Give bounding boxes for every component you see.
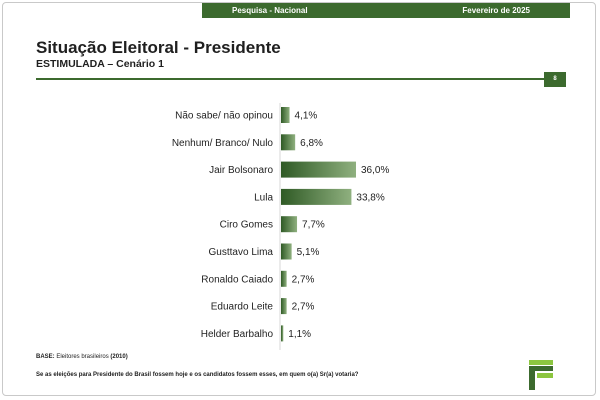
bar <box>281 161 356 178</box>
category-label: Lula <box>254 192 273 203</box>
title-divider <box>36 78 544 80</box>
data-label: 6,8% <box>300 138 323 149</box>
base-label: BASE: <box>36 354 55 360</box>
brand-logo-icon <box>529 360 553 390</box>
data-label: 7,7% <box>302 220 325 231</box>
bar <box>281 270 287 287</box>
header-date-label: Fevereiro de 2025 <box>462 6 530 15</box>
data-label: 4,1% <box>295 111 318 122</box>
bar <box>281 243 292 260</box>
header-bar: Pesquisa - Nacional Fevereiro de 2025 <box>202 3 570 18</box>
category-label: Ciro Gomes <box>220 220 273 231</box>
page-subtitle: ESTIMULADA – Cenário 1 <box>36 58 164 70</box>
data-label: 1,1% <box>288 329 311 340</box>
data-label: 2,7% <box>292 274 315 285</box>
category-label: Helder Barbalho <box>201 329 274 340</box>
category-label: Não sabe/ não opinou <box>175 111 273 122</box>
base-text: Eleitores brasileiros <box>54 354 111 360</box>
bar <box>281 216 298 233</box>
category-label: Jair Bolsonaro <box>209 165 273 176</box>
data-label: 33,8% <box>356 192 384 203</box>
category-label: Eduardo Leite <box>211 302 274 313</box>
data-label: 2,7% <box>292 302 315 313</box>
category-label: Ronaldo Caiado <box>201 274 273 285</box>
header-survey-label: Pesquisa - Nacional <box>232 6 308 15</box>
page-title: Situação Eleitoral - Presidente <box>36 38 281 57</box>
data-label: 36,0% <box>361 165 389 176</box>
bar <box>281 134 296 151</box>
bar <box>281 188 352 205</box>
category-label: Gusttavo Lima <box>209 247 274 258</box>
base-year: (2010) <box>110 354 128 360</box>
bar <box>281 298 287 315</box>
page-number-badge: 8 <box>544 72 566 87</box>
bar <box>281 107 290 123</box>
base-note: BASE: Eleitores brasileiros (2010) <box>36 354 128 360</box>
survey-question: Se as eleições para Presidente do Brasil… <box>36 372 359 378</box>
data-label: 5,1% <box>297 247 320 258</box>
category-label: Nenhum/ Branco/ Nulo <box>172 138 274 149</box>
bar <box>281 325 284 342</box>
